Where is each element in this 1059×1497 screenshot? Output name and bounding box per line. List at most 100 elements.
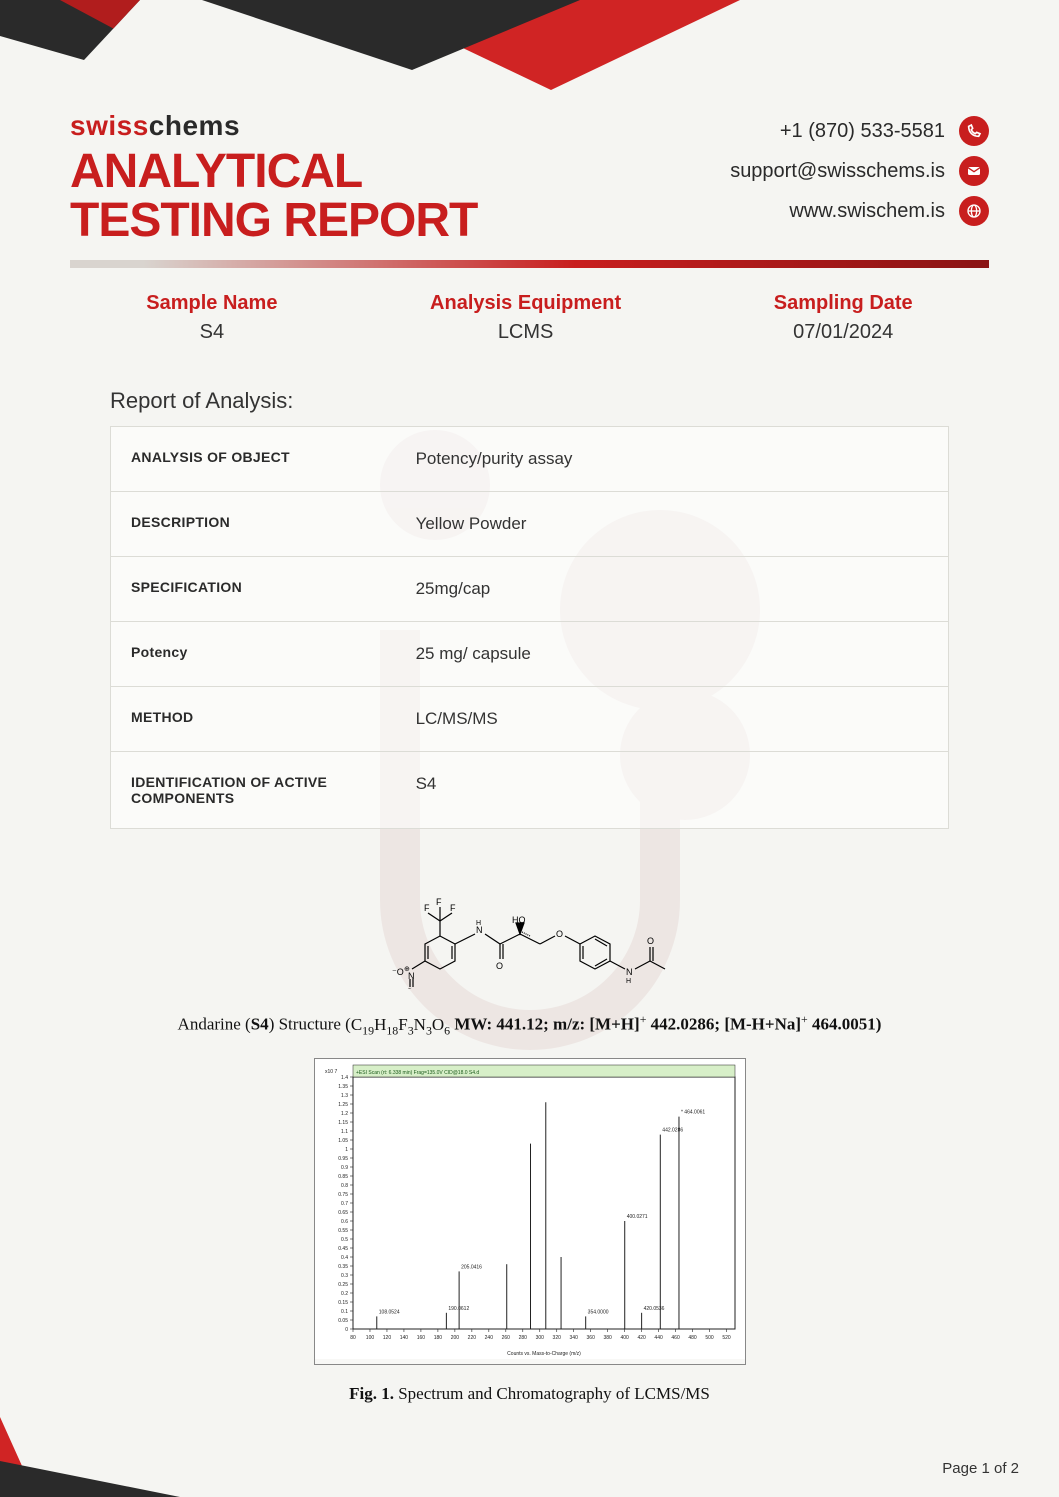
svg-text:1.2: 1.2 (341, 1111, 348, 1117)
cell-value: Potency/purity assay (396, 427, 948, 491)
svg-text:0.75: 0.75 (338, 1192, 348, 1198)
contact-email-line: support@swisschems.is (730, 156, 989, 186)
meta-value: 07/01/2024 (774, 321, 913, 344)
svg-text:H: H (626, 978, 631, 985)
cap-mh: 442.0286; [M-H+Na] (646, 1015, 801, 1034)
svg-text:280: 280 (518, 1335, 527, 1341)
svg-text:1.35: 1.35 (338, 1084, 348, 1090)
contact-web-line: www.swischem.is (730, 196, 989, 226)
svg-text:480: 480 (688, 1335, 697, 1341)
cap-na: 464.0051) (808, 1015, 882, 1034)
svg-text:1.4: 1.4 (341, 1075, 348, 1081)
spectrum-frame: +ESI Scan (rt: 6.338 min) Frag=135.0V CI… (314, 1058, 746, 1365)
table-row: METHOD LC/MS/MS (111, 687, 948, 752)
svg-text:1.1: 1.1 (341, 1129, 348, 1135)
spectrum-block: +ESI Scan (rt: 6.338 min) Frag=135.0V CI… (70, 1058, 989, 1404)
gradient-divider (70, 260, 989, 268)
svg-text:240: 240 (484, 1335, 493, 1341)
svg-text:x10 7: x10 7 (325, 1069, 337, 1075)
svg-text:0.15: 0.15 (338, 1300, 348, 1306)
svg-text:0.5: 0.5 (341, 1237, 348, 1243)
svg-text:0.35: 0.35 (338, 1264, 348, 1270)
cell-key: METHOD (111, 687, 396, 751)
svg-text:O: O (647, 936, 654, 946)
email-icon (959, 156, 989, 186)
svg-text:0.7: 0.7 (341, 1201, 348, 1207)
svg-text:0.05: 0.05 (338, 1318, 348, 1324)
meta-label: Sampling Date (774, 292, 913, 315)
logo-part3: chems (149, 110, 240, 141)
meta-value: LCMS (430, 321, 621, 344)
svg-text:0.55: 0.55 (338, 1228, 348, 1234)
svg-text:O: O (556, 929, 563, 939)
contact-block: +1 (870) 533-5581 support@swisschems.is … (730, 110, 989, 236)
phone-icon (959, 116, 989, 146)
svg-text:220: 220 (467, 1335, 476, 1341)
svg-text:1: 1 (345, 1147, 348, 1153)
header: swisschems ANALYTICAL TESTING REPORT +1 … (70, 110, 989, 246)
svg-text:260: 260 (501, 1335, 510, 1341)
table-row: Potency 25 mg/ capsule (111, 622, 948, 687)
svg-text:0.3: 0.3 (341, 1273, 348, 1279)
cell-value: S4 (396, 752, 948, 828)
logo-i: i (108, 110, 116, 141)
svg-text:F: F (450, 903, 456, 913)
contact-email: support@swisschems.is (730, 160, 945, 183)
svg-text:420: 420 (637, 1335, 646, 1341)
svg-text:0.25: 0.25 (338, 1282, 348, 1288)
svg-text:+ESI Scan (rt: 6.338 min) Frag: +ESI Scan (rt: 6.338 min) Frag=135.0V CI… (356, 1070, 479, 1076)
title-line2: TESTING REPORT (70, 194, 477, 247)
structure-caption: Andarine (S4) Structure (C19H18F3N3O6 MW… (70, 1012, 989, 1038)
svg-text:1.25: 1.25 (338, 1102, 348, 1108)
molecule-structure: ⁻O ⊕ N O F F F N H O (370, 889, 690, 989)
svg-text:N: N (626, 967, 633, 977)
cell-key: ANALYSIS OF OBJECT (111, 427, 396, 491)
meta-label: Analysis Equipment (430, 292, 621, 315)
svg-text:354.0000: 354.0000 (587, 1309, 608, 1315)
svg-text:0.6: 0.6 (341, 1219, 348, 1225)
table-row: IDENTIFICATION OF ACTIVE COMPONENTS S4 (111, 752, 948, 828)
section-title: Report of Analysis: (110, 388, 989, 414)
svg-text:0.8: 0.8 (341, 1183, 348, 1189)
svg-text:400: 400 (620, 1335, 629, 1341)
fig-text: Spectrum and Chromatography of LCMS/MS (394, 1384, 710, 1403)
svg-text:380: 380 (603, 1335, 612, 1341)
svg-text:120: 120 (382, 1335, 391, 1341)
cap-prefix: Andarine ( (178, 1015, 251, 1034)
cell-value: 25 mg/ capsule (396, 622, 948, 686)
globe-icon (959, 196, 989, 226)
svg-text:O: O (496, 961, 503, 971)
meta-label: Sample Name (146, 292, 277, 315)
svg-text:442.0286: 442.0286 (662, 1128, 683, 1134)
svg-text:* 464.0061: * 464.0061 (680, 1110, 704, 1116)
svg-text:0.95: 0.95 (338, 1156, 348, 1162)
svg-text:180: 180 (433, 1335, 442, 1341)
svg-text:0.1: 0.1 (341, 1309, 348, 1315)
svg-text:360: 360 (586, 1335, 595, 1341)
svg-text:O: O (406, 987, 413, 989)
svg-text:440: 440 (654, 1335, 663, 1341)
cell-value: Yellow Powder (396, 492, 948, 556)
svg-text:⁻O: ⁻O (392, 967, 404, 977)
cell-key: Potency (111, 622, 396, 686)
meta-date: Sampling Date 07/01/2024 (774, 292, 913, 344)
svg-text:300: 300 (535, 1335, 544, 1341)
fig-num: Fig. 1. (349, 1384, 394, 1403)
svg-text:F: F (424, 903, 430, 913)
svg-text:100: 100 (365, 1335, 374, 1341)
table-row: DESCRIPTION Yellow Powder (111, 492, 948, 557)
meta-sample: Sample Name S4 (146, 292, 277, 344)
cell-value: LC/MS/MS (396, 687, 948, 751)
logo-part2: ss (117, 110, 149, 141)
svg-text:0.85: 0.85 (338, 1174, 348, 1180)
contact-phone-line: +1 (870) 533-5581 (730, 116, 989, 146)
svg-text:200: 200 (450, 1335, 459, 1341)
mass-spectrum-chart: +ESI Scan (rt: 6.338 min) Frag=135.0V CI… (315, 1059, 745, 1359)
svg-text:140: 140 (399, 1335, 408, 1341)
svg-text:0: 0 (345, 1327, 348, 1333)
svg-text:1.05: 1.05 (338, 1138, 348, 1144)
svg-text:F: F (436, 897, 442, 907)
svg-text:0.65: 0.65 (338, 1210, 348, 1216)
analysis-table: ANALYSIS OF OBJECT Potency/purity assay … (110, 426, 949, 829)
title-block: swisschems ANALYTICAL TESTING REPORT (70, 110, 477, 246)
